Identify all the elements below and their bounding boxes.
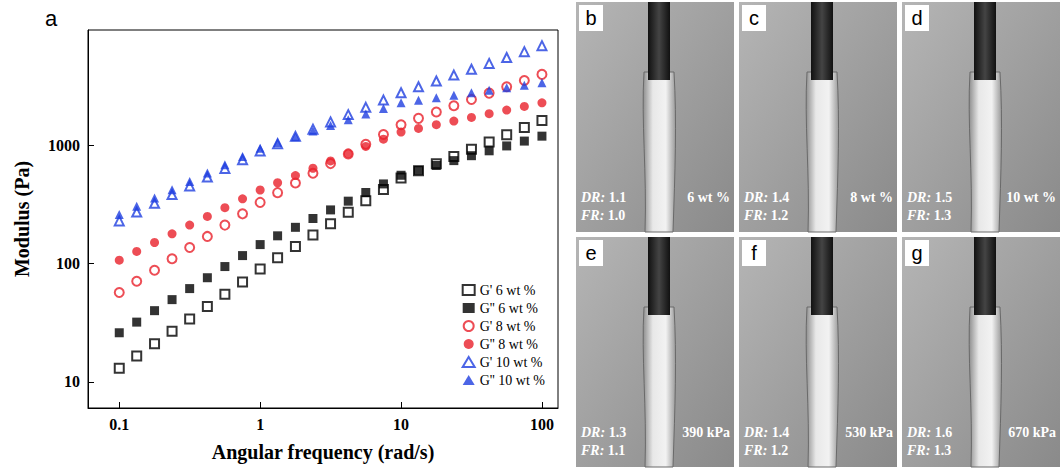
- svg-text:g: g: [911, 242, 922, 264]
- svg-text:DR: 1.6: DR: 1.6: [906, 425, 952, 440]
- svg-text:100: 100: [530, 416, 554, 433]
- svg-text:G'' 8 wt %: G'' 8 wt %: [480, 337, 539, 352]
- svg-text:G' 8 wt %: G' 8 wt %: [480, 319, 536, 334]
- svg-text:FR: 1.1: FR: 1.1: [580, 443, 625, 458]
- svg-text:FR: 1.2: FR: 1.2: [743, 208, 788, 223]
- svg-text:G'' 10 wt %: G'' 10 wt %: [480, 373, 546, 388]
- svg-text:FR: 1.3: FR: 1.3: [906, 443, 951, 458]
- svg-text:a: a: [45, 6, 58, 31]
- svg-text:DR: 1.5: DR: 1.5: [906, 190, 952, 205]
- svg-text:d: d: [911, 7, 922, 29]
- svg-text:f: f: [751, 242, 757, 264]
- svg-text:1000: 1000: [48, 137, 80, 154]
- svg-text:8 wt %: 8 wt %: [850, 190, 893, 205]
- svg-text:b: b: [585, 7, 596, 29]
- svg-text:DR: 1.1: DR: 1.1: [580, 190, 626, 205]
- svg-text:530 kPa: 530 kPa: [845, 425, 893, 440]
- svg-text:DR: 1.3: DR: 1.3: [580, 425, 626, 440]
- svg-text:6 wt %: 6 wt %: [687, 190, 730, 205]
- svg-text:e: e: [585, 242, 596, 264]
- svg-text:670 kPa: 670 kPa: [1008, 425, 1056, 440]
- svg-text:Modulus (Pa): Modulus (Pa): [11, 161, 34, 277]
- svg-text:FR: 1.2: FR: 1.2: [743, 443, 788, 458]
- svg-text:Angular frequency (rad/s): Angular frequency (rad/s): [212, 441, 435, 464]
- svg-text:DR: 1.4: DR: 1.4: [743, 190, 789, 205]
- svg-text:G'' 6 wt %: G'' 6 wt %: [480, 301, 539, 316]
- svg-text:0.1: 0.1: [109, 416, 129, 433]
- svg-text:DR: 1.4: DR: 1.4: [743, 425, 789, 440]
- svg-text:1: 1: [256, 416, 264, 433]
- svg-text:c: c: [749, 7, 759, 29]
- svg-text:10: 10: [64, 373, 80, 390]
- svg-text:G' 10 wt %: G' 10 wt %: [480, 355, 543, 370]
- svg-text:FR: 1.3: FR: 1.3: [906, 208, 951, 223]
- svg-text:100: 100: [56, 255, 80, 272]
- svg-text:10 wt %: 10 wt %: [1006, 190, 1056, 205]
- svg-text:G' 6 wt %: G' 6 wt %: [480, 283, 536, 298]
- svg-text:FR: 1.0: FR: 1.0: [580, 208, 625, 223]
- svg-text:390 kPa: 390 kPa: [682, 425, 730, 440]
- svg-text:10: 10: [393, 416, 409, 433]
